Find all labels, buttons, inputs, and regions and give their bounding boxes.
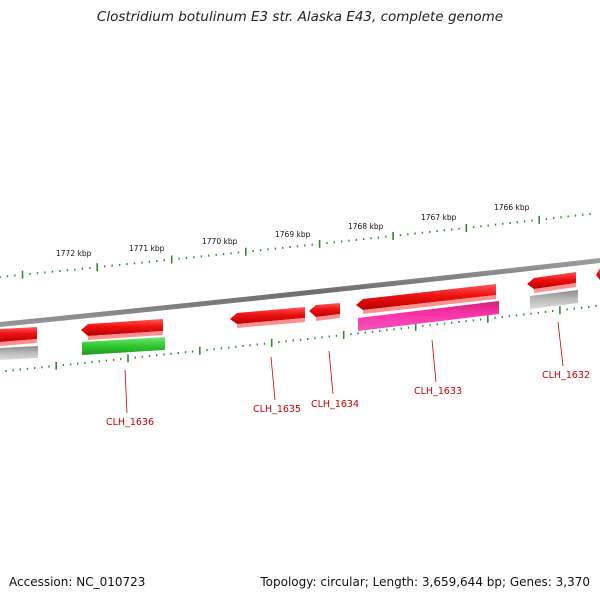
gene-label[interactable]: CLH_1636 — [106, 417, 154, 428]
cds-feature-edge[interactable] — [596, 268, 600, 280]
kbp-label: 1770 kbp — [202, 237, 238, 246]
outer-tick-ring — [0, 213, 591, 279]
topology-text: Topology: circular; Length: 3,659,644 bp… — [260, 575, 590, 589]
gene-label[interactable]: CLH_1633 — [414, 386, 462, 397]
inner-tick-ring — [5, 305, 597, 372]
cds-feature-green[interactable] — [82, 337, 165, 355]
gene-label[interactable]: CLH_1632 — [542, 370, 590, 381]
genome-backbone — [0, 258, 600, 327]
cds-feature-clh-1636[interactable] — [81, 319, 163, 340]
kbp-label: 1767 kbp — [421, 213, 457, 222]
cds-feature-clh-1633[interactable] — [356, 284, 496, 314]
kbp-label: 1769 kbp — [275, 230, 311, 239]
kbp-label: 1772 kbp — [56, 249, 92, 258]
kbp-label: 1771 kbp — [129, 244, 165, 253]
kbp-label: 1768 kbp — [348, 222, 384, 231]
gene-label-line — [270, 356, 276, 401]
kbp-label: 1766 kbp — [494, 203, 530, 212]
gene-label-line — [431, 339, 437, 383]
accession-text: Accession: NC_010723 — [9, 575, 146, 589]
gene-label-line — [557, 321, 564, 367]
cds-feature-magenta[interactable] — [358, 301, 499, 331]
gene-label-line — [124, 369, 128, 414]
map-title: Clostridium botulinum E3 str. Alaska E43… — [96, 9, 504, 25]
cds-feature-gray[interactable] — [530, 290, 578, 309]
cds-feature-clh-1634[interactable] — [309, 303, 340, 321]
cds-feature-forward[interactable] — [0, 327, 37, 346]
gene-label-line — [328, 350, 334, 395]
cds-feature-clh-1635[interactable] — [230, 307, 305, 328]
gene-label[interactable]: CLH_1635 — [253, 404, 301, 415]
cds-feature-clh-1632[interactable] — [527, 272, 576, 293]
cds-feature-gray[interactable] — [0, 346, 38, 360]
gene-label[interactable]: CLH_1634 — [311, 399, 359, 410]
